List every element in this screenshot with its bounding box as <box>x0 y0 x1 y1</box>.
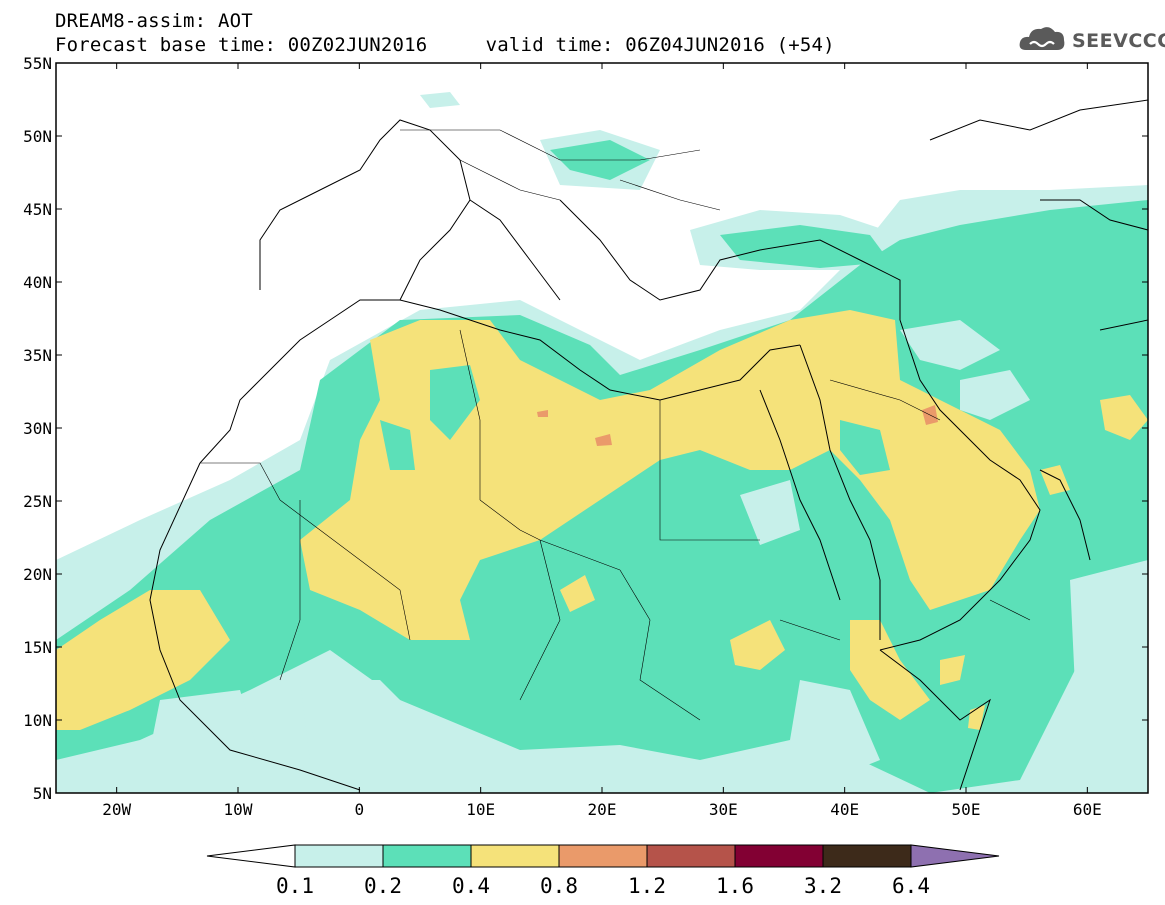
colorbar-segment <box>382 844 472 868</box>
colorbar: 0.1 0.2 0.4 0.8 1.2 1.6 3.2 6.4 <box>206 844 1000 898</box>
colorbar-label: 0.8 <box>540 874 578 898</box>
seevccc-logo: SEEVCCC <box>1018 22 1165 58</box>
latitude-axis: 55N 50N 45N 40N 35N 30N 25N 20N 15N 10N 5N <box>23 54 1148 803</box>
colorbar-segment <box>294 844 384 868</box>
colorbar-label: 3.2 <box>804 874 842 898</box>
lon-tick-label: 0 <box>355 800 365 819</box>
aot-band-0.8-1.2 <box>537 405 938 446</box>
colorbar-label: 0.1 <box>276 874 314 898</box>
lat-tick-label: 20N <box>23 565 52 584</box>
lon-tick-label: 60E <box>1073 800 1102 819</box>
aot-field <box>56 92 1148 793</box>
map-subtitle: Forecast base time: 00Z02JUN2016 valid t… <box>55 34 835 56</box>
lon-tick-label: 50E <box>952 800 981 819</box>
colorbar-segment <box>470 844 560 868</box>
lat-tick-label: 15N <box>23 638 52 657</box>
lat-tick-label: 35N <box>23 346 52 365</box>
lon-tick-label: 40E <box>830 800 859 819</box>
lon-tick-label: 10E <box>466 800 495 819</box>
lon-tick-label: 30E <box>709 800 738 819</box>
country-borders <box>200 129 1031 721</box>
colorbar-over-triangle <box>910 844 1000 868</box>
colorbar-under-triangle <box>206 844 296 868</box>
colorbar-label: 0.2 <box>364 874 402 898</box>
cloud-icon <box>1019 27 1065 50</box>
lon-tick-label: 20E <box>588 800 617 819</box>
map-title: DREAM8-assim: AOT <box>55 10 253 32</box>
lat-tick-label: 40N <box>23 273 52 292</box>
colorbar-label: 1.6 <box>716 874 754 898</box>
colorbar-label: 6.4 <box>892 874 930 898</box>
coastlines <box>149 99 1148 791</box>
lat-tick-label: 5N <box>33 784 52 803</box>
colorbar-segment <box>646 844 736 868</box>
lat-tick-label: 45N <box>23 200 52 219</box>
colorbar-segment <box>734 844 824 868</box>
colorbar-label: 1.2 <box>628 874 666 898</box>
lat-tick-label: 30N <box>23 419 52 438</box>
logo-text: SEEVCCC <box>1072 30 1165 52</box>
colorbar-label: 0.4 <box>452 874 490 898</box>
colorbar-segment <box>822 844 912 868</box>
lat-tick-label: 55N <box>23 54 52 73</box>
colorbar-segment <box>558 844 648 868</box>
lon-tick-label: 20W <box>102 800 131 819</box>
lon-tick-label: 10W <box>224 800 253 819</box>
lat-tick-label: 25N <box>23 492 52 511</box>
longitude-axis: 20W 10W 0 10E 20E 30E 40E 50E 60E <box>102 63 1102 819</box>
aot-band-0.4-0.8 <box>56 310 1148 730</box>
lat-tick-label: 10N <box>23 711 52 730</box>
lat-tick-label: 50N <box>23 127 52 146</box>
